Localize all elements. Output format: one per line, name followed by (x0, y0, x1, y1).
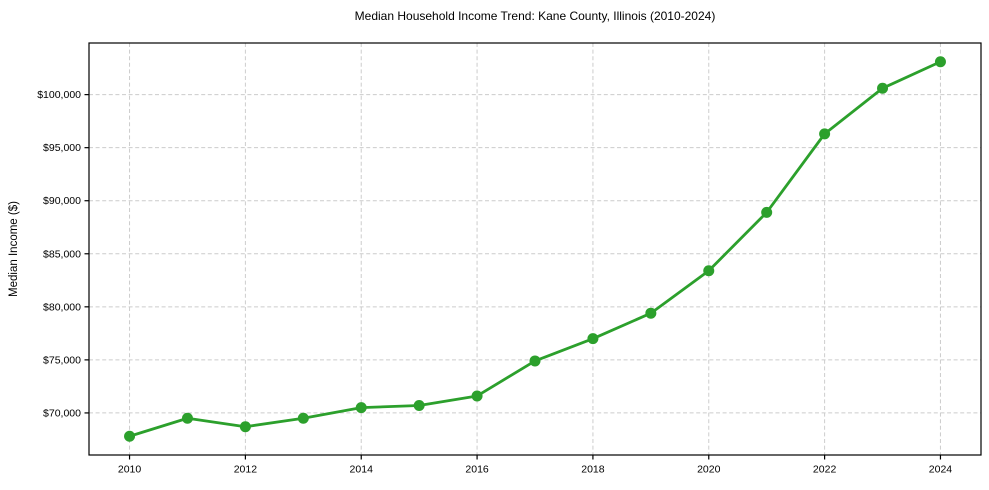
data-point-2017 (529, 355, 541, 367)
y-tick-label: $70,000 (43, 407, 81, 419)
y-tick-label: $85,000 (43, 248, 81, 260)
data-point-2018 (587, 333, 599, 345)
y-tick-label: $80,000 (43, 301, 81, 313)
x-tick-label: 2022 (813, 464, 837, 476)
x-tick-label: 2010 (118, 464, 142, 476)
data-point-2020 (703, 265, 715, 277)
plot-border (88, 42, 982, 456)
x-tick-label: 2020 (697, 464, 721, 476)
y-tick-label: $95,000 (43, 142, 81, 154)
trend-line (128, 60, 942, 438)
data-point-2010 (124, 430, 136, 442)
data-point-2013 (297, 412, 309, 424)
y-tick-label: $75,000 (43, 354, 81, 366)
y-tick-label: $90,000 (43, 195, 81, 207)
data-point-2022 (819, 128, 831, 140)
y-tick-label: $100,000 (37, 89, 81, 101)
data-point-2012 (239, 421, 251, 433)
x-tick-label: 2024 (929, 464, 953, 476)
x-tick-label: 2014 (350, 464, 374, 476)
chart-title: Median Household Income Trend: Kane Coun… (354, 9, 716, 23)
x-tick-label: 2012 (234, 464, 258, 476)
data-point-2023 (877, 82, 889, 94)
data-point-2011 (181, 412, 193, 424)
data-point-2014 (355, 402, 367, 414)
data-point-2016 (471, 390, 483, 402)
x-tick-label: 2016 (465, 464, 489, 476)
data-point-2024 (934, 56, 946, 68)
data-point-2015 (413, 400, 425, 412)
data-point-2019 (645, 307, 657, 319)
x-tick-label: 2018 (581, 464, 605, 476)
data-point-2021 (761, 206, 773, 218)
